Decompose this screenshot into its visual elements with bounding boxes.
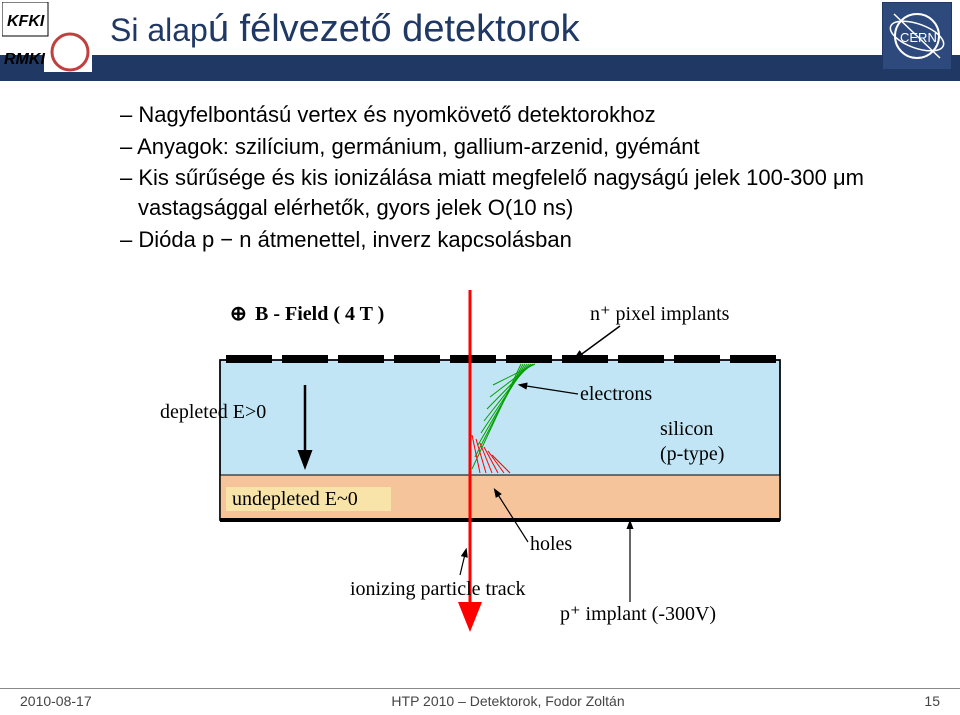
svg-text:undepleted E~0: undepleted E~0 bbox=[232, 488, 358, 510]
svg-text:B - Field ( 4 T ): B - Field ( 4 T ) bbox=[255, 303, 384, 325]
svg-text:p⁺ implant (-300V): p⁺ implant (-300V) bbox=[560, 603, 716, 625]
footer: 2010-08-17 HTP 2010 – Detektorok, Fodor … bbox=[0, 688, 960, 709]
bullet-list: – Nagyfelbontású vertex és nyomkövető de… bbox=[120, 100, 910, 256]
footer-page: 15 bbox=[924, 693, 940, 709]
footer-center: HTP 2010 – Detektorok, Fodor Zoltán bbox=[391, 693, 624, 709]
bullet-3: – Kis sűrűsége és kis ionizálása miatt m… bbox=[120, 163, 910, 222]
title-part-a: Si alap bbox=[110, 12, 208, 48]
svg-text:n⁺ pixel implants: n⁺ pixel implants bbox=[590, 303, 730, 325]
slide-title: Si alapú félvezető detektorok bbox=[110, 8, 580, 51]
svg-text:CERN: CERN bbox=[900, 30, 937, 45]
svg-text:electrons: electrons bbox=[580, 383, 652, 405]
svg-text:holes: holes bbox=[530, 533, 572, 555]
svg-text:depleted E>0: depleted E>0 bbox=[160, 401, 266, 423]
rmki-text: RMKI bbox=[4, 51, 45, 68]
svg-text:(p-type): (p-type) bbox=[660, 443, 724, 465]
bullet-4: – Dióda p − n átmenettel, inverz kapcsol… bbox=[120, 225, 910, 255]
svg-text:silicon: silicon bbox=[660, 418, 713, 440]
svg-text:ionizing particle track: ionizing particle track bbox=[350, 578, 525, 600]
header-band bbox=[0, 55, 960, 81]
bullet-2: – Anyagok: szilícium, germánium, gallium… bbox=[120, 132, 910, 162]
detector-diagram: ⊕ B - Field ( 4 T ) n⁺ pixel implants deple… bbox=[160, 290, 800, 660]
bullet-1: – Nagyfelbontású vertex és nyomkövető de… bbox=[120, 100, 910, 130]
footer-date: 2010-08-17 bbox=[20, 693, 92, 709]
logo-cern: CERN bbox=[882, 2, 952, 70]
kfki-text: KFKI bbox=[7, 13, 45, 30]
title-part-b: ú félvezető detektorok bbox=[208, 8, 580, 50]
logo-kfki-rmki: KFKI RMKI bbox=[2, 2, 92, 74]
svg-text:⊕: ⊕ bbox=[230, 303, 247, 325]
